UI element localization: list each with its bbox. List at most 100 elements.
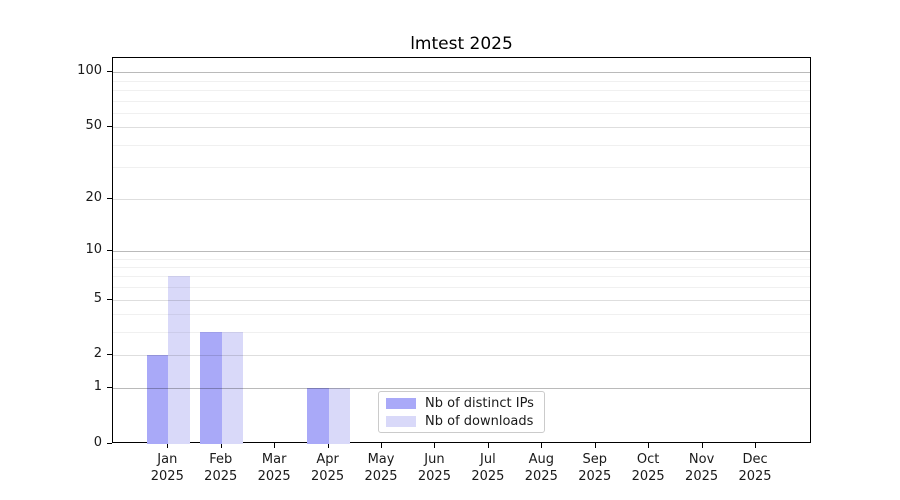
x-axis-tick-label: Jun 2025 — [394, 452, 474, 485]
y-axis-tick-label: 100 — [77, 63, 102, 79]
x-axis-month: Oct — [636, 452, 660, 467]
y-axis-tick-label: 10 — [85, 241, 102, 257]
y-axis-tick-label: 5 — [93, 290, 102, 306]
y-axis-tick-label: 50 — [85, 118, 102, 134]
x-axis-year: 2025 — [738, 468, 772, 484]
x-axis-tick-label: May 2025 — [341, 452, 421, 485]
x-axis-tick-mark — [434, 443, 436, 448]
x-axis-month: May — [367, 452, 395, 467]
x-axis-month: Sep — [582, 452, 607, 467]
x-axis-year: 2025 — [150, 468, 184, 484]
gridline — [113, 299, 810, 301]
x-axis-year: 2025 — [204, 468, 238, 484]
x-axis-tick-mark — [594, 443, 596, 448]
bar — [221, 332, 244, 444]
x-axis-tick-mark — [220, 443, 222, 448]
gridline-minor — [113, 144, 810, 146]
y-axis-tick-mark — [107, 126, 112, 128]
x-axis-tick-label: Apr 2025 — [288, 452, 368, 485]
x-axis-year: 2025 — [257, 468, 291, 484]
x-axis-month: Nov — [688, 452, 715, 467]
x-axis-tick-mark — [274, 443, 276, 448]
gridline — [113, 250, 810, 252]
x-axis-month: Apr — [316, 452, 339, 467]
x-axis-tick-label: Sep 2025 — [555, 452, 635, 485]
y-axis-tick-mark — [107, 387, 112, 389]
x-axis-tick-mark — [327, 443, 329, 448]
chart-title: lmtest 2025 — [410, 34, 513, 54]
y-axis-tick-label: 1 — [93, 379, 102, 395]
x-axis-year: 2025 — [417, 468, 451, 484]
x-axis-month: Feb — [209, 452, 233, 467]
x-axis-month: Jul — [480, 452, 496, 467]
gridline-minor — [113, 80, 810, 82]
y-axis-tick-label: 2 — [93, 346, 102, 362]
y-axis-tick-label: 0 — [93, 435, 102, 450]
x-axis-tick-label: Nov 2025 — [662, 452, 742, 485]
legend-row: Nb of distinct IPs — [386, 396, 537, 411]
y-axis-tick-label: 20 — [85, 189, 102, 205]
bars-layer — [113, 58, 810, 444]
x-axis-month: Jun — [424, 452, 445, 467]
legend-label: Nb of distinct IPs — [425, 395, 534, 411]
x-axis-tick-mark — [381, 443, 383, 448]
legend-row: Nb of downloads — [386, 414, 537, 429]
x-axis-month: Mar — [261, 452, 287, 467]
y-axis-tick-mark — [107, 443, 112, 444]
x-axis-tick-label: Mar 2025 — [234, 452, 314, 485]
gridline-minor — [113, 276, 810, 278]
legend-swatch — [386, 397, 416, 409]
x-axis-month: Jan — [157, 452, 178, 467]
x-axis-tick-mark — [541, 443, 543, 448]
gridline — [113, 127, 810, 129]
legend-swatch — [386, 415, 416, 427]
x-axis-month: Dec — [742, 452, 768, 467]
x-axis-month: Aug — [528, 452, 554, 467]
x-axis-tick-mark — [755, 443, 757, 448]
x-axis-tick-mark — [487, 443, 489, 448]
x-axis-year: 2025 — [364, 468, 398, 484]
legend-label: Nb of downloads — [425, 413, 534, 429]
x-axis-tick-label: Jan 2025 — [127, 452, 207, 485]
legend: Nb of distinct IPs Nb of downloads — [378, 391, 545, 433]
gridline-minor — [113, 89, 810, 91]
gridline-minor — [113, 287, 810, 289]
gridline-minor — [113, 258, 810, 260]
gridline-minor — [113, 332, 810, 334]
y-axis-tick-mark — [107, 298, 112, 300]
gridline-minor — [113, 100, 810, 102]
plot-area — [112, 57, 811, 444]
bar — [307, 388, 329, 444]
bar — [146, 355, 169, 444]
y-axis-tick-mark — [107, 197, 112, 199]
bar — [328, 388, 351, 444]
x-axis-year: 2025 — [685, 468, 719, 484]
x-axis-tick-label: Feb 2025 — [181, 452, 261, 485]
gridline — [113, 72, 810, 74]
y-axis-tick-mark — [107, 249, 112, 251]
gridline — [113, 198, 810, 200]
gridline — [113, 388, 810, 390]
x-axis-year: 2025 — [524, 468, 558, 484]
x-axis-tick-label: Aug 2025 — [501, 452, 581, 485]
gridline — [113, 355, 810, 357]
x-axis-tick-mark — [167, 443, 169, 448]
x-axis-year: 2025 — [311, 468, 345, 484]
x-axis-tick-label: Dec 2025 — [715, 452, 795, 485]
bar — [200, 332, 222, 444]
y-axis-tick-mark — [107, 354, 112, 356]
grid-layer — [113, 58, 810, 442]
x-axis-year: 2025 — [578, 468, 612, 484]
gridline-minor — [113, 112, 810, 114]
x-axis-tick-mark — [648, 443, 650, 448]
x-axis-year: 2025 — [631, 468, 665, 484]
gridline-minor — [113, 266, 810, 268]
x-axis-tick-mark — [701, 443, 703, 448]
x-axis-tick-label: Jul 2025 — [448, 452, 528, 485]
gridline-minor — [113, 314, 810, 316]
gridline-minor — [113, 167, 810, 169]
y-axis-tick-mark — [107, 71, 112, 73]
x-axis-tick-label: Oct 2025 — [608, 452, 688, 485]
x-axis-year: 2025 — [471, 468, 505, 484]
